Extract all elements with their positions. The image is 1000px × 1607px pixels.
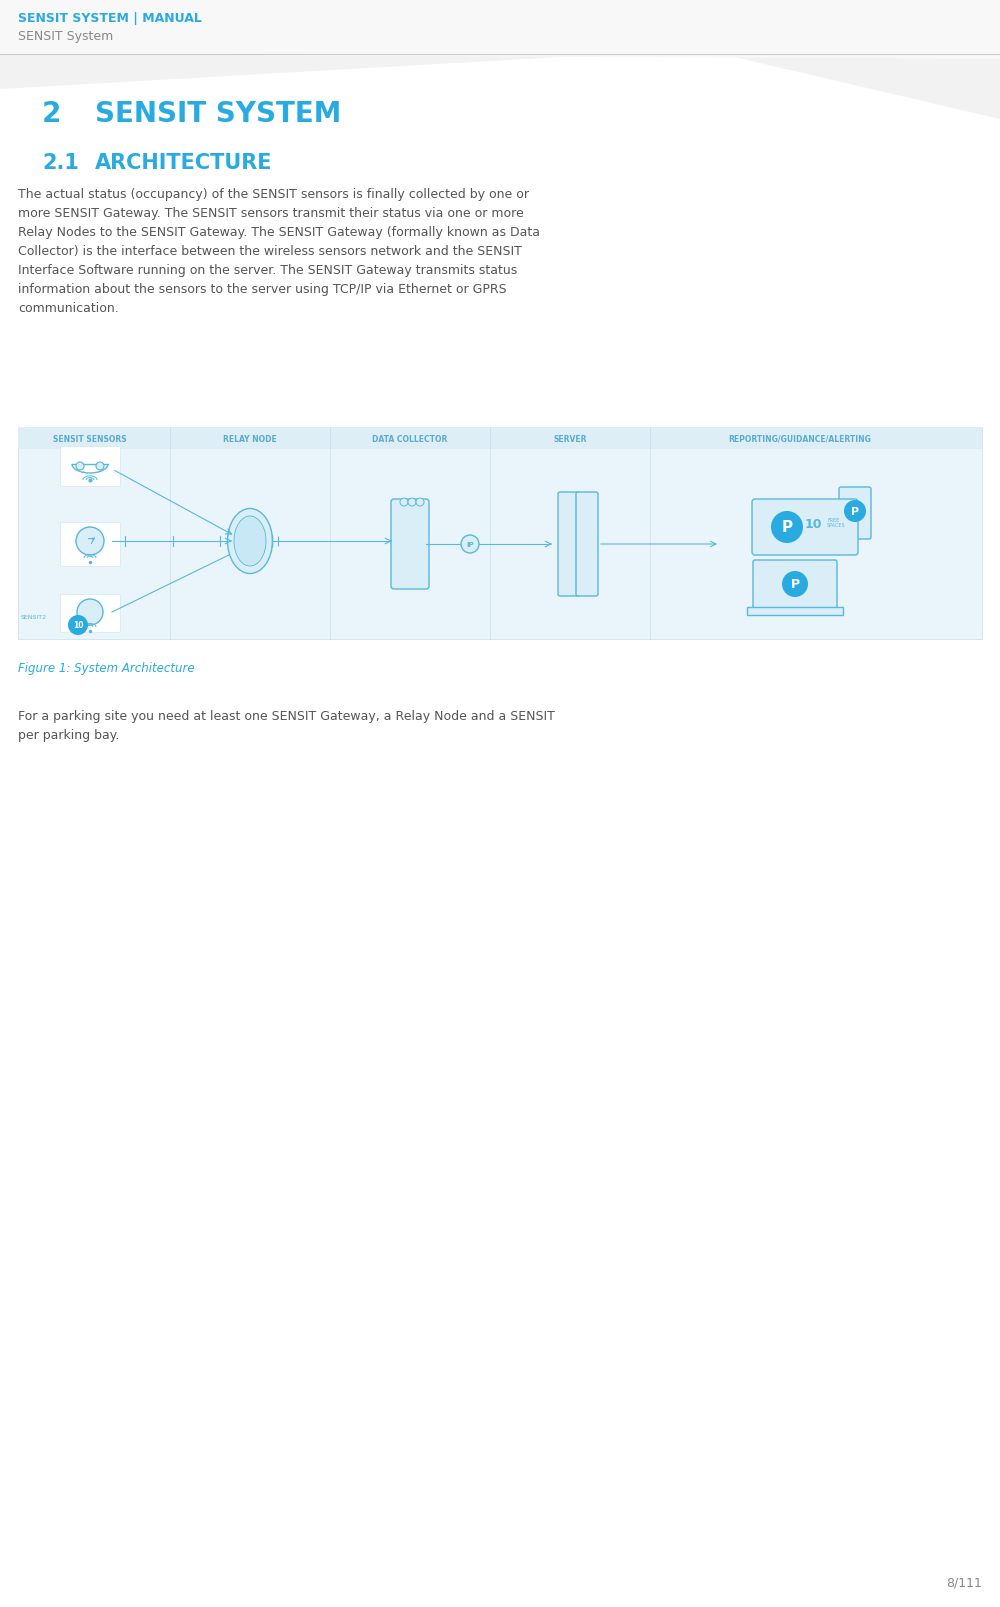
Text: P: P (851, 506, 859, 517)
Text: SENSIT SYSTEM | MANUAL: SENSIT SYSTEM | MANUAL (18, 11, 202, 26)
Text: The actual status (occupancy) of the SENSIT sensors is finally collected by one : The actual status (occupancy) of the SEN… (18, 188, 529, 201)
Circle shape (77, 599, 103, 625)
Text: SERVER: SERVER (553, 434, 587, 444)
Circle shape (96, 463, 104, 471)
Bar (747, 607, 843, 615)
Bar (60, 447, 120, 487)
Text: ARCHITECTURE: ARCHITECTURE (95, 153, 272, 174)
Bar (60, 595, 120, 633)
Text: P: P (790, 579, 800, 591)
FancyBboxPatch shape (839, 487, 871, 540)
Text: FREE
SPACES: FREE SPACES (827, 517, 846, 529)
Text: SENSIT2: SENSIT2 (21, 615, 47, 620)
Text: RELAY NODE: RELAY NODE (223, 434, 277, 444)
Text: more SENSIT Gateway. The SENSIT sensors transmit their status via one or more: more SENSIT Gateway. The SENSIT sensors … (18, 207, 524, 220)
Text: DATA COLLECTOR: DATA COLLECTOR (372, 434, 448, 444)
Text: Relay Nodes to the SENSIT Gateway. The SENSIT Gateway (formally known as Data: Relay Nodes to the SENSIT Gateway. The S… (18, 227, 540, 239)
Text: SENSIT SYSTEM: SENSIT SYSTEM (95, 100, 341, 129)
Ellipse shape (228, 509, 272, 574)
Text: For a parking site you need at least one SENSIT Gateway, a Relay Node and a SENS: For a parking site you need at least one… (18, 710, 555, 723)
Circle shape (76, 527, 104, 556)
Text: per parking bay.: per parking bay. (18, 728, 119, 741)
Circle shape (782, 572, 808, 598)
Circle shape (844, 501, 866, 522)
Polygon shape (0, 0, 1000, 121)
Text: IP: IP (466, 542, 474, 548)
FancyBboxPatch shape (558, 493, 580, 596)
Circle shape (400, 498, 408, 506)
Text: 8/111: 8/111 (946, 1576, 982, 1589)
Circle shape (416, 498, 424, 506)
Bar (18, 427, 982, 450)
Ellipse shape (234, 517, 266, 567)
Text: information about the sensors to the server using TCP/IP via Ethernet or GPRS: information about the sensors to the ser… (18, 283, 507, 296)
FancyBboxPatch shape (753, 561, 837, 609)
Bar (60, 522, 120, 567)
Text: SENSIT System: SENSIT System (18, 31, 113, 43)
Text: Interface Software running on the server. The SENSIT Gateway transmits status: Interface Software running on the server… (18, 264, 517, 276)
FancyBboxPatch shape (576, 493, 598, 596)
Text: P: P (781, 521, 793, 535)
Polygon shape (0, 0, 1000, 59)
Bar (18, 427, 982, 640)
Text: Figure 1: System Architecture: Figure 1: System Architecture (18, 662, 195, 675)
Circle shape (76, 463, 84, 471)
Text: Collector) is the interface between the wireless sensors network and the SENSIT: Collector) is the interface between the … (18, 244, 522, 257)
Text: 10: 10 (804, 517, 822, 532)
Circle shape (408, 498, 416, 506)
Circle shape (68, 615, 88, 636)
FancyBboxPatch shape (391, 500, 429, 590)
Text: SENSIT SENSORS: SENSIT SENSORS (53, 434, 127, 444)
Circle shape (771, 511, 803, 543)
Text: REPORTING/GUIDANCE/ALERTING: REPORTING/GUIDANCE/ALERTING (729, 434, 871, 444)
Text: 10: 10 (73, 622, 83, 630)
Circle shape (461, 535, 479, 554)
Text: 2.1: 2.1 (42, 153, 79, 174)
Text: 2: 2 (42, 100, 61, 129)
FancyBboxPatch shape (752, 500, 858, 556)
Text: communication.: communication. (18, 302, 119, 315)
